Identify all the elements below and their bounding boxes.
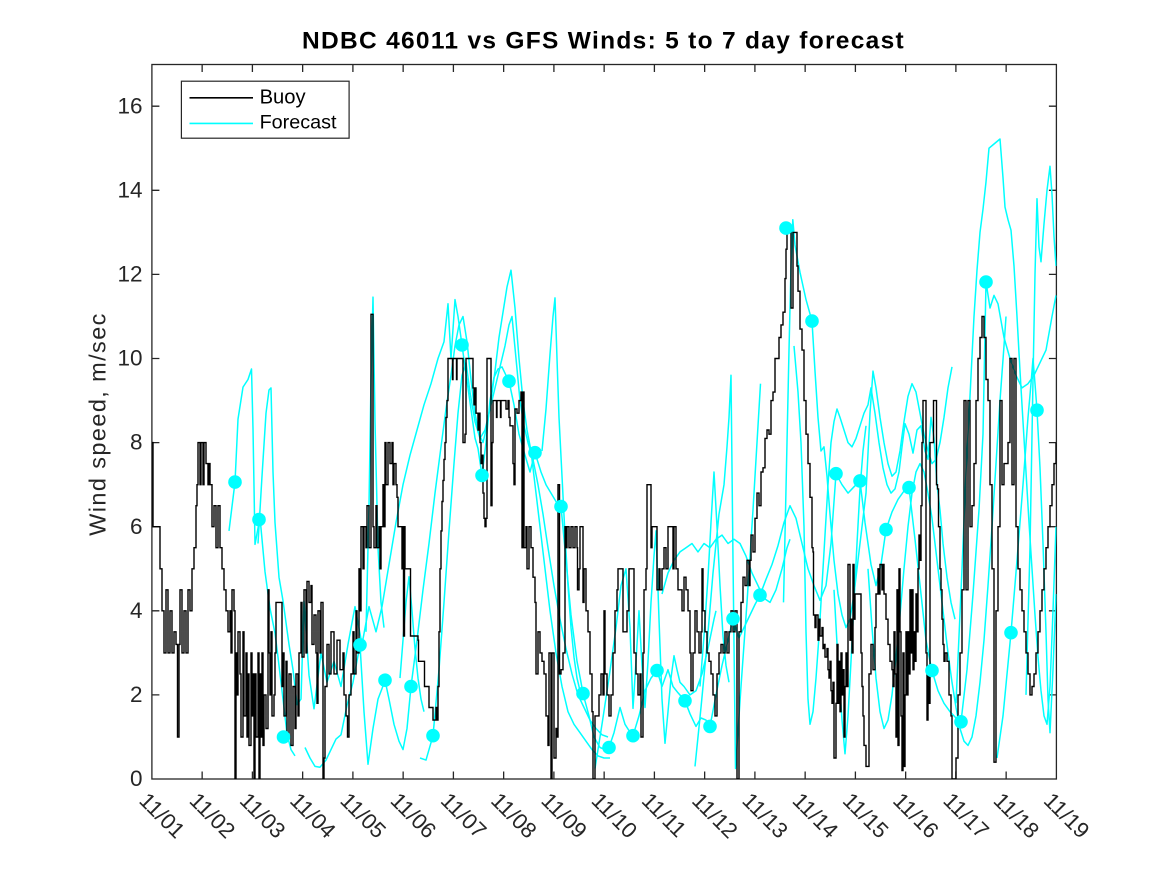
svg-text:NDBC 46011 vs GFS Winds: 5 to: NDBC 46011 vs GFS Winds: 5 to 7 day fore… [302,28,905,55]
svg-text:8: 8 [130,430,143,455]
svg-text:12: 12 [117,262,142,287]
svg-text:4: 4 [130,598,143,623]
svg-text:6: 6 [130,514,143,539]
svg-text:16: 16 [117,93,142,118]
svg-text:10: 10 [117,346,142,371]
svg-text:0: 0 [130,766,143,791]
svg-text:Wind speed, m/sec: Wind speed, m/sec [85,312,111,536]
svg-text:Forecast: Forecast [260,112,337,134]
svg-text:14: 14 [117,177,142,202]
svg-text:2: 2 [130,682,143,707]
svg-text:Buoy: Buoy [260,87,307,109]
